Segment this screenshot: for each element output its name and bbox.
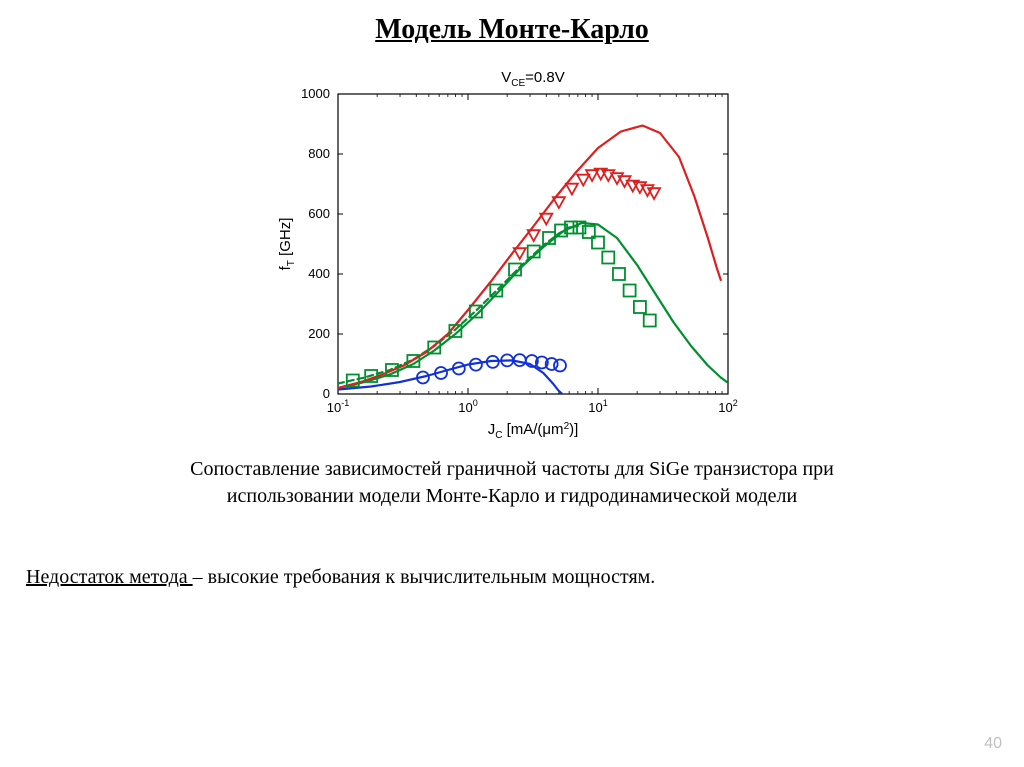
slide-title: Модель Монте-Карло (0, 0, 1024, 46)
svg-text:400: 400 (308, 266, 330, 281)
svg-text:VCE=0.8V: VCE=0.8V (501, 69, 565, 89)
caption-line-1: Сопоставление зависимостей граничной час… (190, 458, 834, 480)
chart-container: 0 200 400 600 800 1000 10-1 100 101 102 VCE=0.8V fT… (0, 54, 1024, 444)
svg-text:800: 800 (308, 146, 330, 161)
svg-text:1000: 1000 (301, 86, 330, 101)
svg-text:600: 600 (308, 206, 330, 221)
note-rest: – высокие требования к вычислительным мо… (193, 566, 656, 588)
svg-text:101: 101 (588, 398, 607, 415)
svg-text:fT [GHz]: fT [GHz] (277, 218, 297, 271)
svg-text:102: 102 (718, 398, 737, 415)
page-number: 40 (984, 735, 1002, 753)
svg-text:JC [mA/(μm2)]: JC [mA/(μm2)] (488, 421, 579, 441)
svg-text:10-1: 10-1 (327, 398, 349, 415)
ft-vs-jc-chart: 0 200 400 600 800 1000 10-1 100 101 102 VCE=0.8V fT… (268, 54, 756, 444)
caption-line-2: использовании модели Монте-Карло и гидро… (227, 485, 797, 507)
svg-text:0: 0 (323, 386, 330, 401)
svg-text:200: 200 (308, 326, 330, 341)
note-underlined: Недостаток метода (26, 566, 193, 588)
chart-caption: Сопоставление зависимостей граничной час… (102, 456, 922, 510)
method-drawback-note: Недостаток метода – высокие требования к… (26, 566, 1024, 589)
svg-text:100: 100 (458, 398, 477, 415)
